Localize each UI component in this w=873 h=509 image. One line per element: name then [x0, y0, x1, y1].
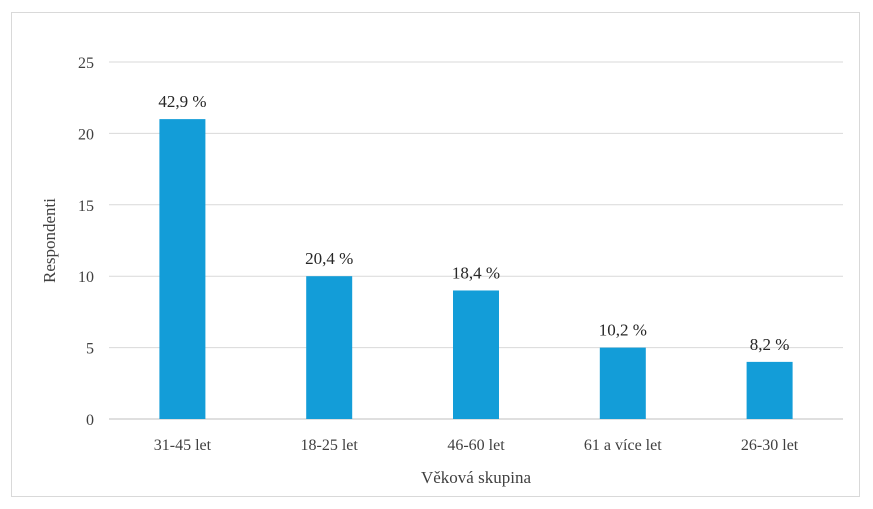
bar [306, 276, 353, 419]
bar [599, 347, 646, 419]
bar-data-label: 10,2 % [599, 321, 647, 340]
x-category-label: 31-45 let [154, 437, 212, 454]
x-category-label: 46-60 let [447, 437, 505, 454]
x-axis-categories: 31-45 let 18-25 let 46-60 let 61 a více let… [154, 437, 799, 454]
y-tick-label: 0 [86, 412, 94, 429]
x-category-label: 18-25 let [301, 437, 359, 454]
y-tick-label: 20 [78, 126, 94, 143]
bars [159, 119, 793, 420]
y-tick-label: 15 [78, 198, 94, 215]
gridlines [109, 61, 843, 420]
bar [453, 290, 499, 419]
y-tick-label: 5 [86, 341, 94, 358]
x-category-label: 61 a více let [584, 437, 662, 454]
y-axis-title: Respondenti [40, 198, 59, 283]
x-category-label: 26-30 let [741, 437, 799, 454]
bar-data-label: 20,4 % [305, 249, 353, 268]
bar-data-label: 18,4 % [452, 263, 500, 282]
bar-data-label: 8,2 % [750, 335, 790, 354]
y-axis-ticks: 0 5 10 15 20 25 [78, 55, 94, 429]
x-axis-title: Věková skupina [421, 468, 531, 487]
bar [746, 361, 793, 419]
bar-data-label: 42,9 % [158, 92, 206, 111]
y-tick-label: 25 [78, 55, 94, 72]
y-tick-label: 10 [78, 269, 94, 286]
data-labels: 42,9 % 20,4 % 18,4 % 10,2 % 8,2 % [158, 92, 789, 354]
chart-frame [11, 12, 860, 497]
bar [159, 119, 206, 420]
